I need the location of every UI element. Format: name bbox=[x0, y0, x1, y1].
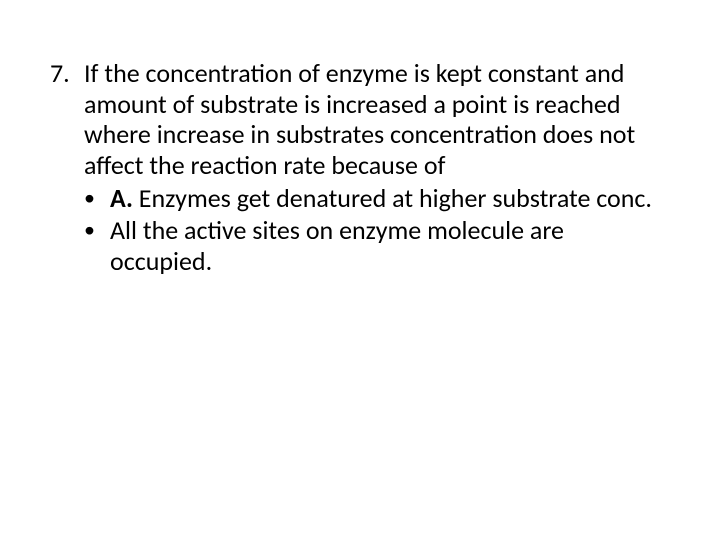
option-label: A. bbox=[110, 182, 139, 214]
slide-content: 7. If the concentration of enzyme is kep… bbox=[50, 58, 670, 277]
option-body: All the active sites on enzyme molecule … bbox=[110, 215, 670, 276]
question-number: 7. bbox=[50, 58, 84, 181]
slide: 7. If the concentration of enzyme is kep… bbox=[0, 0, 720, 540]
question-text: If the concentration of enzyme is kept c… bbox=[84, 58, 670, 181]
option-item: • A. Enzymes get denatured at higher sub… bbox=[50, 183, 670, 214]
question-item: 7. If the concentration of enzyme is kep… bbox=[50, 58, 670, 181]
bullet-icon: • bbox=[50, 183, 110, 214]
bullet-icon: • bbox=[50, 215, 110, 276]
option-text: Enzymes get denatured at higher substrat… bbox=[139, 182, 652, 214]
option-text: All the active sites on enzyme molecule … bbox=[110, 214, 564, 277]
option-item: • All the active sites on enzyme molecul… bbox=[50, 215, 670, 276]
option-body: A. Enzymes get denatured at higher subst… bbox=[110, 183, 670, 214]
